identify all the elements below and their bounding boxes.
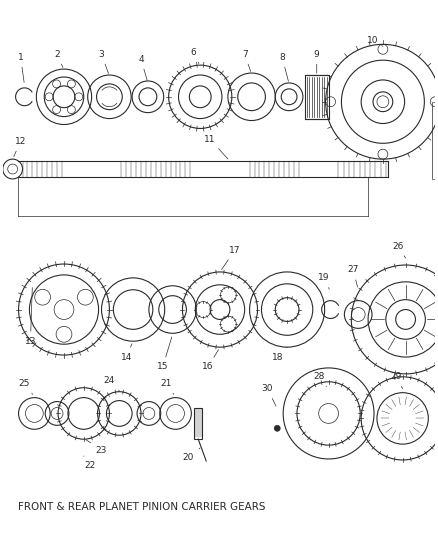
Text: 10: 10 [367, 36, 383, 46]
Text: 6: 6 [191, 48, 199, 63]
Text: 22: 22 [84, 456, 95, 471]
Text: 9: 9 [314, 50, 320, 73]
Text: 17: 17 [222, 246, 240, 270]
Text: 7: 7 [242, 50, 251, 71]
Text: 15: 15 [157, 337, 172, 372]
Text: 11: 11 [205, 135, 228, 159]
Text: 26: 26 [392, 241, 406, 258]
Text: 27: 27 [348, 265, 359, 287]
Text: 28: 28 [313, 373, 327, 386]
Text: 24: 24 [104, 376, 119, 391]
Text: FRONT & REAR PLANET PINION CARRIER GEARS: FRONT & REAR PLANET PINION CARRIER GEARS [18, 503, 265, 512]
Text: 29: 29 [390, 373, 403, 389]
Text: 8: 8 [279, 53, 288, 81]
Text: 20: 20 [183, 448, 200, 463]
Text: 12: 12 [14, 137, 26, 157]
Bar [305, 75, 328, 118]
Text: 30: 30 [261, 384, 276, 406]
Circle shape [274, 425, 280, 431]
Text: 16: 16 [202, 350, 219, 372]
Text: 3: 3 [99, 50, 109, 74]
Text: 23: 23 [86, 440, 107, 455]
Bar [194, 408, 202, 439]
Text: 25: 25 [19, 379, 33, 394]
Text: 19: 19 [318, 273, 329, 289]
Text: 2: 2 [54, 50, 63, 68]
Text: 4: 4 [138, 55, 147, 80]
Text: 13: 13 [25, 288, 36, 346]
Text: 21: 21 [160, 379, 174, 394]
Text: 14: 14 [120, 344, 132, 361]
Text: 18: 18 [272, 347, 287, 361]
Text: 1: 1 [18, 53, 24, 82]
